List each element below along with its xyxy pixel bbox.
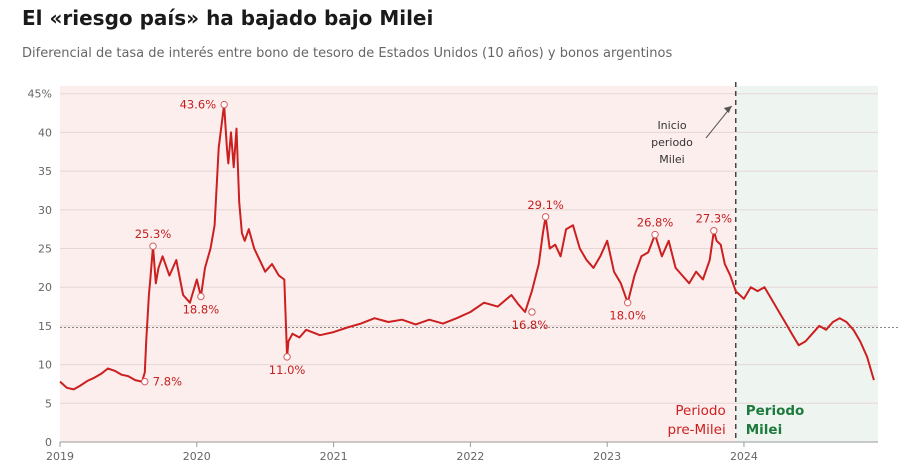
milei-start-note: Inicio bbox=[657, 119, 686, 132]
y-tick-label: 30 bbox=[38, 204, 52, 217]
annotation-label: 25.3% bbox=[135, 227, 172, 241]
x-tick-label: 2019 bbox=[46, 450, 74, 463]
annotation-label: 29.1% bbox=[527, 198, 564, 212]
x-tick-label: 2020 bbox=[183, 450, 211, 463]
annotation-label: 18.0% bbox=[609, 309, 646, 323]
milei-region bbox=[735, 86, 878, 442]
annotation-label: 27.3% bbox=[696, 212, 733, 226]
milei-start-note: Milei bbox=[659, 153, 684, 166]
annotation-marker bbox=[220, 100, 228, 109]
y-tick-label: 15 bbox=[38, 320, 52, 333]
y-tick-label: 10 bbox=[38, 359, 52, 372]
pre-milei-region bbox=[60, 86, 736, 442]
milei-start-note: periodo bbox=[651, 136, 693, 149]
period-label-milei: Periodo bbox=[746, 403, 805, 419]
y-tick-label: 45% bbox=[28, 88, 52, 101]
milei-note-arrowhead bbox=[723, 106, 732, 113]
chart-subtitle: Diferencial de tasa de interés entre bon… bbox=[22, 46, 673, 61]
x-tick-label: 2022 bbox=[456, 450, 484, 463]
annotation-label: 7.8% bbox=[153, 375, 182, 389]
x-tick-label: 2023 bbox=[593, 450, 621, 463]
annotation-marker bbox=[651, 230, 659, 239]
annotation-label: 18.8% bbox=[183, 303, 220, 317]
series-line bbox=[59, 103, 875, 391]
period-label-milei: Milei bbox=[746, 422, 782, 438]
period-label-pre-milei: Periodo bbox=[675, 403, 725, 419]
annotation-marker bbox=[623, 298, 632, 307]
y-tick-label: 5 bbox=[45, 397, 52, 410]
y-tick-label: 0 bbox=[45, 436, 52, 449]
y-tick-label: 25 bbox=[38, 243, 52, 256]
annotation-marker bbox=[710, 227, 718, 235]
annotation-marker bbox=[197, 292, 205, 301]
annotation-marker bbox=[149, 242, 157, 250]
x-tick-label: 2021 bbox=[320, 450, 348, 463]
annotation-label: 16.8% bbox=[512, 318, 549, 332]
annotation-label: 26.8% bbox=[637, 216, 674, 230]
y-tick-label: 40 bbox=[38, 126, 52, 139]
x-tick-label: 2024 bbox=[730, 450, 758, 463]
chart-title: El «riesgo país» ha bajado bajo Milei bbox=[22, 6, 434, 30]
annotation-label: 43.6% bbox=[180, 98, 217, 112]
annotation-marker bbox=[283, 353, 291, 361]
annotation-marker bbox=[528, 308, 536, 316]
y-tick-label: 35 bbox=[38, 165, 52, 178]
period-label-pre-milei: pre-Milei bbox=[668, 422, 726, 438]
annotation-marker bbox=[541, 213, 550, 221]
annotation-label: 11.0% bbox=[269, 363, 306, 377]
y-tick-label: 20 bbox=[38, 281, 52, 294]
annotation-marker bbox=[141, 377, 149, 386]
